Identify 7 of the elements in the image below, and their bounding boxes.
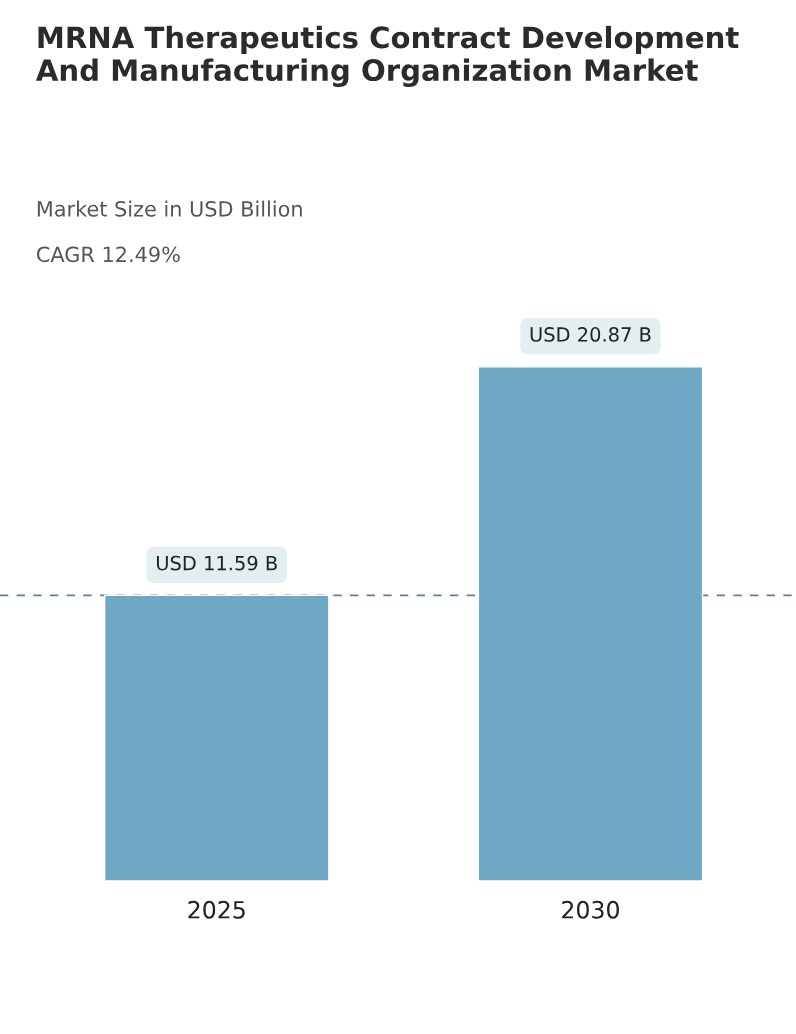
chart-title: MRNA Therapeutics Contract Development And Manufacturing Organization Market bbox=[35, 25, 739, 87]
data-label: USD 20.87 B bbox=[530, 327, 651, 342]
chart-subtitle: Market Size in USD Billion bbox=[37, 200, 302, 217]
text: CAGR 12.49% bbox=[36, 246, 180, 263]
x-tick-label: 2025 bbox=[188, 900, 245, 919]
data-label: USD 11.59 B bbox=[156, 555, 277, 571]
x-tick-label: 2030 bbox=[562, 900, 619, 919]
